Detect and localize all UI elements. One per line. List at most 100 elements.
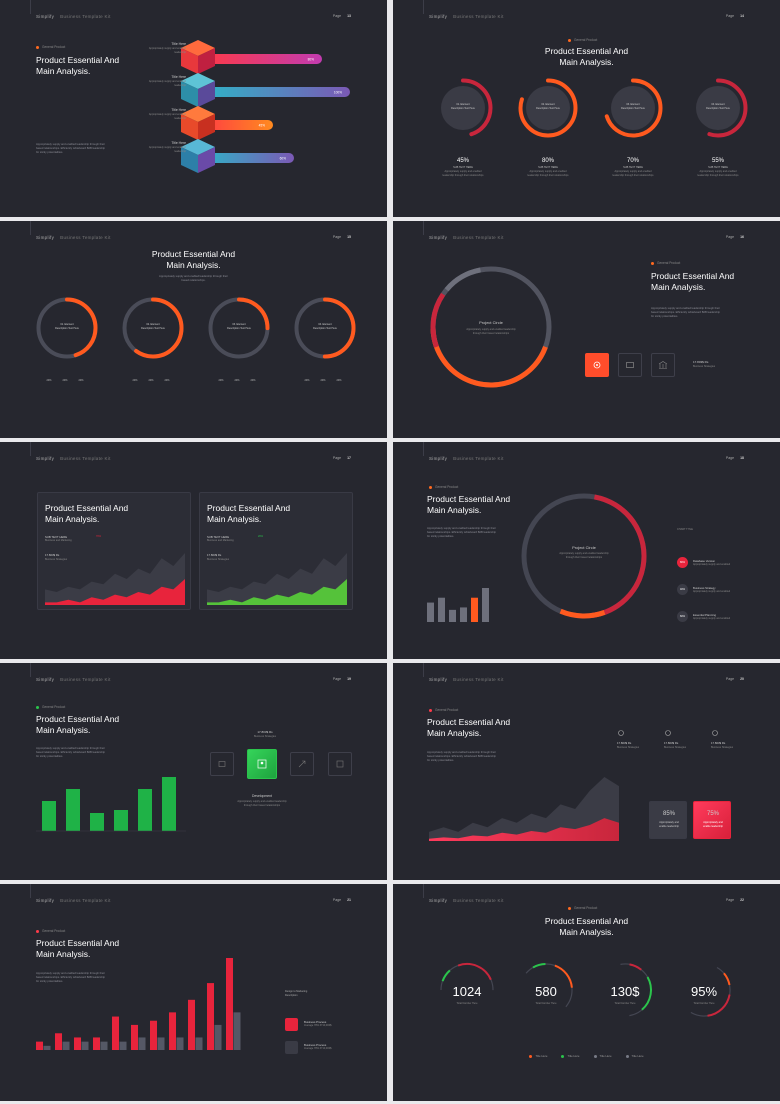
page-number: Page 22 bbox=[725, 898, 744, 902]
dev-desc: Appropriately supply and enabled leaders… bbox=[237, 800, 287, 807]
progress-bar bbox=[200, 153, 294, 163]
progress-value: 80% bbox=[308, 58, 315, 62]
bar-series-2 bbox=[100, 1041, 108, 1050]
card-value: 17.803$ Rs bbox=[45, 553, 60, 557]
legend-item: Title Here bbox=[529, 1054, 547, 1058]
legend-dot bbox=[561, 1054, 565, 1058]
slide-desc: Appropriately supply and enabled leaders… bbox=[651, 307, 720, 319]
wallet-tile[interactable] bbox=[618, 353, 642, 377]
header-line bbox=[30, 884, 31, 898]
gauge-value: 95% bbox=[690, 984, 718, 999]
header-line bbox=[423, 0, 424, 14]
ring-center-label: 04. Element Description Text Here bbox=[706, 103, 730, 110]
bar bbox=[471, 597, 478, 622]
slide-2: Simplify Business Template Kit Page 14 Gen… bbox=[393, 0, 780, 217]
ring-desc: Appropriately supply and enabled leaders… bbox=[442, 170, 484, 177]
page-number: Page 19 bbox=[332, 677, 351, 681]
item-title: Title Here bbox=[171, 42, 186, 46]
ring-stat: 20% bbox=[132, 379, 138, 382]
progress-bar bbox=[200, 120, 273, 130]
area-chart bbox=[429, 777, 619, 841]
ring-stat: 20% bbox=[320, 379, 326, 382]
cube-right bbox=[198, 48, 215, 74]
slide-desc: Appropriately supply and enabled leaders… bbox=[159, 275, 228, 283]
bar-series-1 bbox=[226, 958, 233, 1050]
area-chart bbox=[45, 553, 185, 605]
cube-left bbox=[181, 147, 198, 173]
area-front bbox=[45, 579, 185, 605]
page-number: Page 20 bbox=[725, 677, 744, 681]
tag: General Product bbox=[36, 45, 65, 49]
ring-stat: 20% bbox=[46, 379, 52, 382]
mini-bar-chart bbox=[427, 588, 489, 622]
card-value: 17.803$ Rs bbox=[207, 553, 222, 557]
slide-title: Product Essential And Main Analysis. bbox=[36, 938, 120, 959]
ring-stat: 20% bbox=[250, 379, 256, 382]
legend-badge: 40% bbox=[677, 584, 688, 595]
tag: General Product bbox=[429, 708, 458, 712]
item-title: Title Here bbox=[171, 108, 186, 112]
stat-label: Business Strategies bbox=[664, 746, 687, 749]
tag: General Product bbox=[36, 929, 65, 933]
gauge-ring bbox=[598, 963, 652, 1017]
gauge-label: Total Number Here bbox=[456, 1002, 478, 1005]
item-title: Business Process bbox=[304, 1043, 327, 1047]
item-title: Title Here bbox=[171, 75, 186, 79]
user-tile[interactable] bbox=[247, 749, 277, 779]
stat-value: 17.803$ Rs bbox=[257, 730, 273, 734]
rocket-tile[interactable] bbox=[290, 752, 314, 776]
legend-label: Business Strategy bbox=[693, 586, 716, 590]
user-icon bbox=[257, 759, 267, 769]
legend-desc: Appropriately supply and enabled bbox=[693, 617, 731, 620]
stat-value: 17.803$ Rs bbox=[617, 741, 632, 745]
stat-label: Business Strategies bbox=[711, 746, 734, 749]
folder-tile[interactable] bbox=[210, 752, 234, 776]
ring-value: 55% bbox=[711, 158, 724, 164]
page-number: Page 21 bbox=[332, 898, 351, 902]
ring-desc: Appropriately supply and enabled leaders… bbox=[527, 170, 569, 177]
slide-desc: Appropriately supply and enabled leaders… bbox=[36, 972, 105, 984]
slide-desc: Appropriately supply and enabled leaders… bbox=[427, 527, 496, 539]
card-label: Business Strategies bbox=[45, 558, 68, 561]
bar-series-1 bbox=[131, 1024, 138, 1050]
header-line bbox=[30, 221, 31, 235]
legend-dot bbox=[593, 1054, 597, 1058]
stat-box-2: 75% Appropriately and enable leadership bbox=[693, 801, 731, 839]
bar bbox=[42, 801, 56, 831]
brand-logo: Simplify Business Template Kit bbox=[36, 235, 111, 240]
legend-label: Title Here bbox=[535, 1054, 548, 1058]
settings-tile[interactable] bbox=[585, 353, 609, 377]
folder-icon bbox=[218, 761, 226, 767]
chart-tile[interactable] bbox=[328, 752, 352, 776]
bank-tile[interactable] bbox=[651, 353, 675, 377]
gear-icon bbox=[665, 730, 671, 736]
slide-title: Product Essential And Main Analysis. bbox=[544, 46, 629, 67]
bar bbox=[449, 609, 456, 622]
ring-stat: 20% bbox=[336, 379, 342, 382]
bar-series-2 bbox=[195, 1037, 203, 1050]
chart-card: Product Essential And Main Analysis. SUB … bbox=[199, 492, 353, 610]
bar-series-1 bbox=[55, 1033, 62, 1050]
brand-logo: Simplify Business Template Kit bbox=[429, 677, 504, 682]
page-number: Page 17 bbox=[332, 456, 351, 460]
cube-left bbox=[181, 114, 198, 140]
ring-sub: SUB TEXT HERE bbox=[623, 166, 643, 169]
progress-value: 45% bbox=[259, 124, 266, 128]
progress-bar bbox=[200, 87, 350, 97]
bar-series-1 bbox=[74, 1037, 81, 1050]
slide-7: Simplify Business Template Kit Page 19 Gen… bbox=[0, 663, 387, 880]
ring-center-label: 04. Element Description Text Here bbox=[313, 323, 337, 330]
legend-label: Title Here bbox=[631, 1054, 644, 1058]
bar-series-1 bbox=[207, 983, 214, 1050]
progress-bar bbox=[200, 54, 322, 64]
card-badge: 70% bbox=[96, 535, 102, 538]
legend-badge: 80% bbox=[677, 557, 688, 568]
slide-title: Product Essential And Main Analysis. bbox=[651, 271, 735, 292]
ring-stat: 20% bbox=[62, 379, 68, 382]
stat-value: 17.803$ Rs bbox=[664, 741, 679, 745]
bar bbox=[90, 813, 104, 831]
bank-icon bbox=[658, 361, 668, 369]
legend-label: Essential Planning bbox=[693, 613, 717, 617]
gauge-legend: Title Here Title Here Title Here Title Here bbox=[393, 1054, 780, 1058]
stat-box-1: 85% Appropriately and enable leadership bbox=[649, 801, 687, 839]
